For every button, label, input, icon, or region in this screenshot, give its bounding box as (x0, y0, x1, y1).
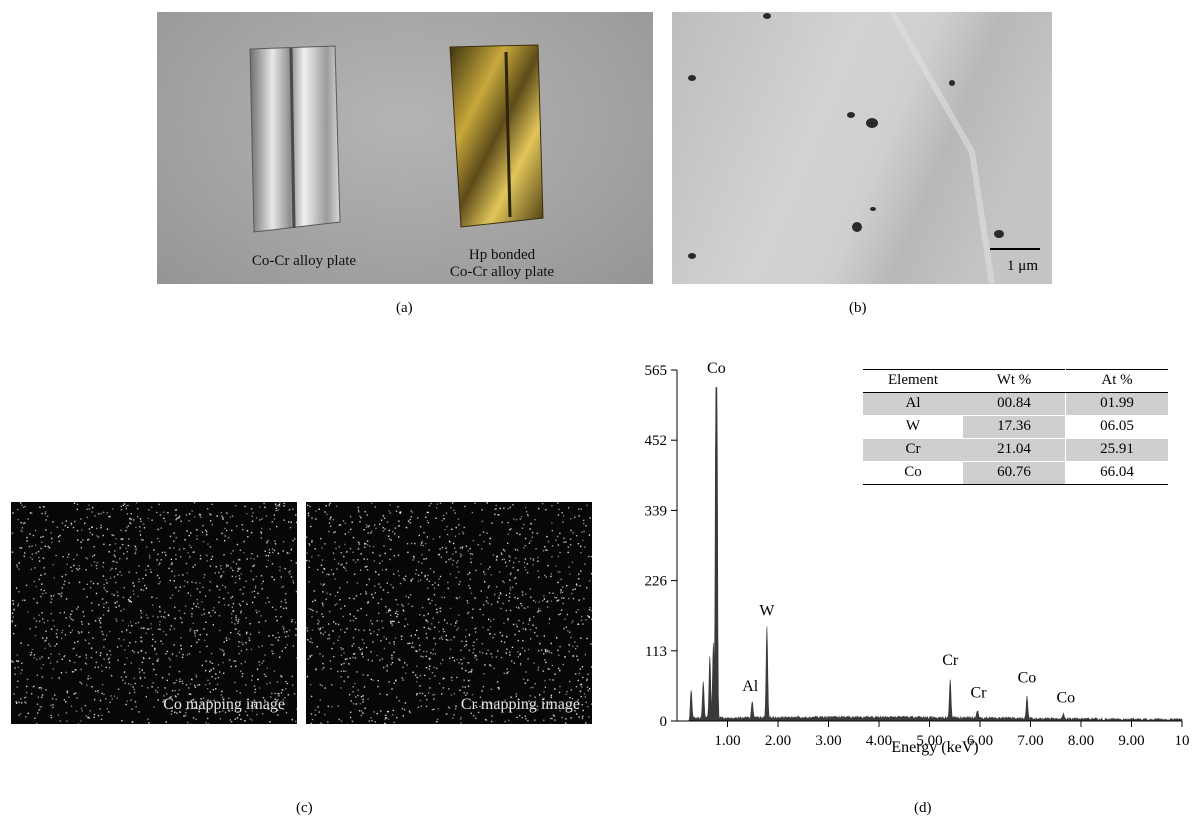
table-row: Co 60.76 66.04 (863, 461, 1168, 485)
peak-label: Al (742, 678, 759, 695)
peak-label: Co (1057, 689, 1076, 706)
sem-texture (672, 12, 1052, 284)
caption-co-cr-plate: Co-Cr alloy plate (251, 253, 357, 269)
silver-plate (249, 45, 341, 233)
x-tick-label: 3.00 (815, 733, 841, 749)
co-mapping-dots (11, 502, 297, 724)
y-tick-label: 452 (645, 433, 668, 449)
cell-wt: 00.84 (963, 392, 1066, 416)
x-tick-label: 6.00 (967, 733, 993, 749)
composition-table: Element Wt % At % Al 00.84 01.99 W 17.36… (863, 369, 1168, 485)
table-row: Al 00.84 01.99 (863, 392, 1168, 416)
peak-label: Cr (970, 684, 987, 701)
cell-element: Co (863, 461, 963, 485)
x-tick-label: 7.00 (1017, 733, 1043, 749)
header-at: At % (1065, 369, 1168, 393)
spectrum-area (687, 387, 1183, 722)
panel-label-c: (c) (296, 800, 313, 816)
photo-alloy-plates: Co-Cr alloy plate Hp bonded Co-Cr alloy … (157, 12, 653, 284)
x-tick-label: 1.00 (714, 733, 740, 749)
caption-hp-bonded-plate: Co-Cr alloy plate (449, 264, 555, 280)
header-element: Element (863, 369, 963, 393)
panel-label-b: (b) (849, 300, 867, 316)
cr-mapping-dots (306, 502, 592, 724)
y-tick-label: 226 (645, 574, 668, 590)
scale-bar-label: 1 μm (1007, 258, 1038, 274)
sem-dark-spots (688, 13, 1004, 259)
x-tick-label: 10 (1175, 733, 1190, 749)
peak-label: Co (707, 360, 726, 377)
header-wt: Wt % (963, 369, 1066, 393)
cell-wt: 17.36 (963, 415, 1066, 439)
cell-at: 06.05 (1065, 415, 1168, 439)
panel-label-a: (a) (396, 300, 413, 316)
cr-mapping-caption: Cr mapping image (460, 696, 580, 713)
y-tick-label: 565 (645, 363, 668, 379)
gold-plate (449, 44, 544, 228)
cell-element: Cr (863, 438, 963, 462)
y-tick-label: 0 (660, 714, 668, 730)
panel-label-d: (d) (914, 800, 932, 816)
sem-micrograph: 1 μm (672, 12, 1052, 284)
cell-wt: 60.76 (963, 461, 1066, 485)
co-mapping-image: Co mapping image (11, 502, 297, 724)
cell-element: W (863, 415, 963, 439)
eds-spectrum-chart: 0 113 226 339 452 565 1.00 2.00 3.00 4.00 5.00 6.0… (645, 360, 1190, 756)
peak-label: W (759, 602, 775, 619)
cell-wt: 21.04 (963, 438, 1066, 462)
x-axis-label: Energy (keV) (891, 739, 978, 756)
cr-mapping-image: Cr mapping image (306, 502, 592, 724)
y-tick-label: 113 (645, 644, 667, 660)
table-row: Cr 21.04 25.91 (863, 438, 1168, 462)
x-tick-label: 4.00 (866, 733, 892, 749)
cell-at: 66.04 (1065, 461, 1168, 485)
x-tick-label: 9.00 (1118, 733, 1144, 749)
plates-illustration (249, 44, 544, 233)
peak-label: Co (1018, 669, 1037, 686)
cell-element: Al (863, 392, 963, 416)
x-tick-label: 8.00 (1068, 733, 1094, 749)
caption-hp-bonded: Hp bonded (468, 247, 536, 263)
cell-at: 25.91 (1065, 438, 1168, 462)
co-mapping-caption: Co mapping image (163, 696, 285, 713)
peak-label: Cr (942, 652, 959, 669)
cell-at: 01.99 (1065, 392, 1168, 416)
y-tick-label: 339 (645, 503, 668, 519)
table-header-row: Element Wt % At % (863, 369, 1168, 393)
table-row: W 17.36 06.05 (863, 415, 1168, 439)
x-tick-label: 2.00 (765, 733, 791, 749)
x-tick-label: 5.00 (916, 733, 942, 749)
